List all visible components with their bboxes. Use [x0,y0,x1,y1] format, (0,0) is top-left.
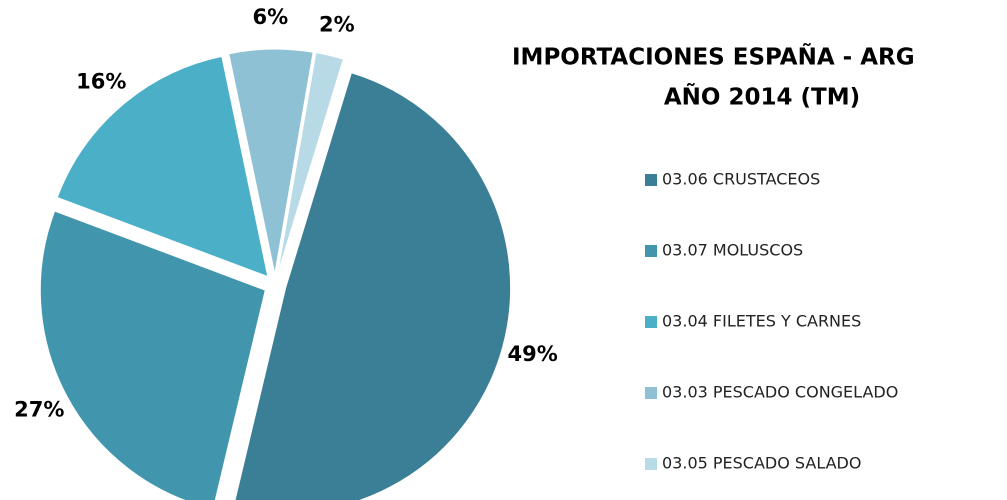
legend-swatch [645,174,657,186]
legend-label: 03.04 FILETES Y CARNES [662,312,861,331]
legend-label: 03.06 CRUSTACEOS [662,170,820,189]
legend-swatch [645,387,657,399]
pie-slice [228,48,314,275]
pie-slice [56,55,269,278]
data-label: 16% [76,69,126,93]
legend-swatch [645,458,657,470]
data-label: 49% [508,342,558,366]
chart-title: AÑO 2014 (TM) [664,83,860,111]
chart-title: IMPORTACIONES ESPAÑA - ARG [512,43,915,71]
pie-slice [277,52,344,275]
pie-slice [39,210,266,500]
legend-label: 03.05 PESCADO SALADO [662,454,861,473]
data-label: 2% [319,12,355,36]
legend-label: 03.03 PESCADO CONGELADO [662,383,898,402]
legend-swatch [645,316,657,328]
data-label: 27% [14,397,64,421]
legend-label: 03.07 MOLUSCOS [662,241,803,260]
legend-swatch [645,245,657,257]
data-label: 6% [253,5,289,29]
pie-slice [234,72,512,500]
